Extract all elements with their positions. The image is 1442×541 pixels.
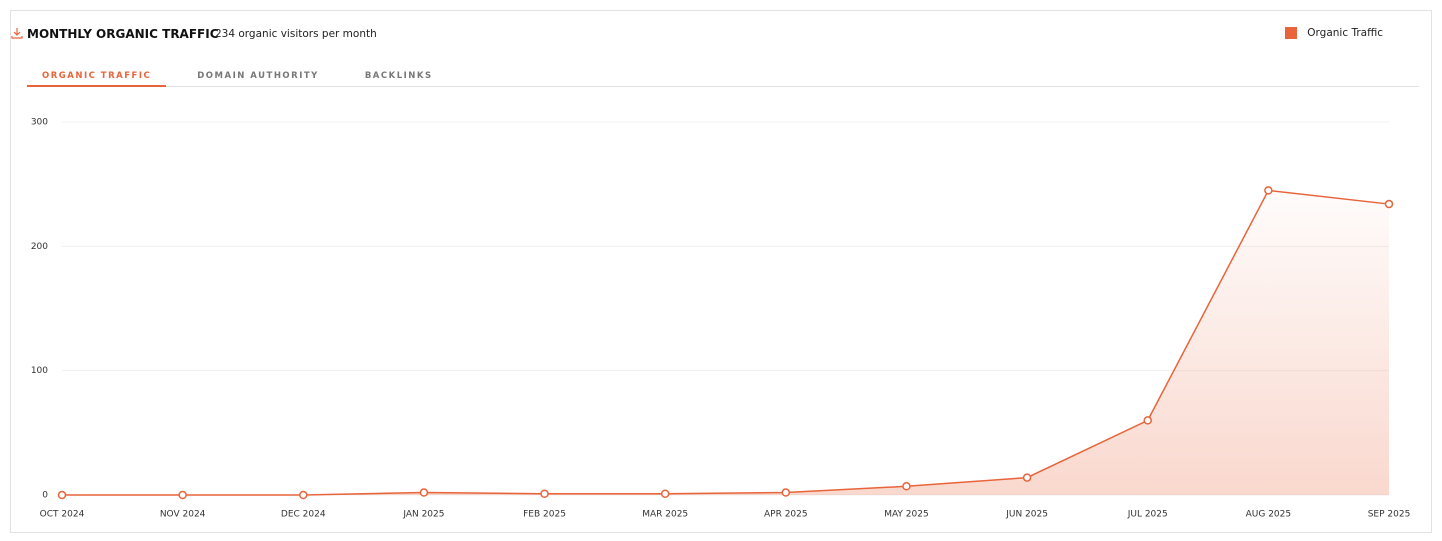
subtitle: 234 organic visitors per month (215, 28, 377, 40)
y-tick-label: 300 (31, 118, 48, 128)
card: MONTHLY ORGANIC TRAFFIC 234 organic visi… (10, 10, 1432, 533)
point (178, 490, 187, 500)
x-tick-label: NOV 2024 (160, 510, 206, 520)
point (299, 490, 308, 500)
tabs: ORGANIC TRAFFIC DOMAIN AUTHORITY BACKLINKS (27, 71, 1419, 87)
y-tick-label: 200 (31, 242, 48, 252)
x-tick-label: SEP 2025 (1368, 510, 1411, 520)
x-tick-label: AUG 2025 (1246, 510, 1291, 520)
point (419, 488, 429, 497)
legend[interactable]: Organic Traffic (1285, 27, 1383, 39)
x-tick-label: JUN 2025 (1005, 510, 1048, 520)
x-tick-label: JUL 2025 (1127, 510, 1168, 520)
x-tick-label: OCT 2024 (40, 510, 85, 520)
title: MONTHLY ORGANIC TRAFFIC (27, 27, 219, 41)
point (1022, 473, 1032, 482)
point (1264, 186, 1273, 195)
x-tick-label: MAR 2025 (642, 510, 688, 520)
x-tick-label: MAY 2025 (884, 510, 929, 520)
point (781, 488, 791, 497)
tab[interactable]: BACKLINKS (364, 71, 433, 81)
point (540, 489, 549, 499)
point (1384, 199, 1394, 209)
x-tick-label: APR 2025 (764, 510, 808, 520)
legend-label: Organic Traffic (1307, 27, 1383, 39)
x-tick-label: FEB 2025 (523, 510, 566, 520)
x-tick-label: JAN 2025 (402, 510, 444, 520)
point (1143, 416, 1152, 425)
legend-swatch (1285, 27, 1298, 39)
x-tick-label: DEC 2024 (281, 510, 326, 520)
point (902, 482, 911, 491)
tab[interactable]: ORGANIC TRAFFIC (27, 71, 167, 87)
point (660, 489, 670, 499)
tab[interactable]: DOMAIN AUTHORITY (197, 71, 319, 81)
area (62, 190, 1389, 495)
download-icon[interactable] (11, 27, 23, 39)
y-tick-label: 100 (31, 366, 48, 376)
y-tick-label: 0 (42, 491, 48, 501)
line (62, 189, 1390, 496)
point (57, 490, 67, 500)
